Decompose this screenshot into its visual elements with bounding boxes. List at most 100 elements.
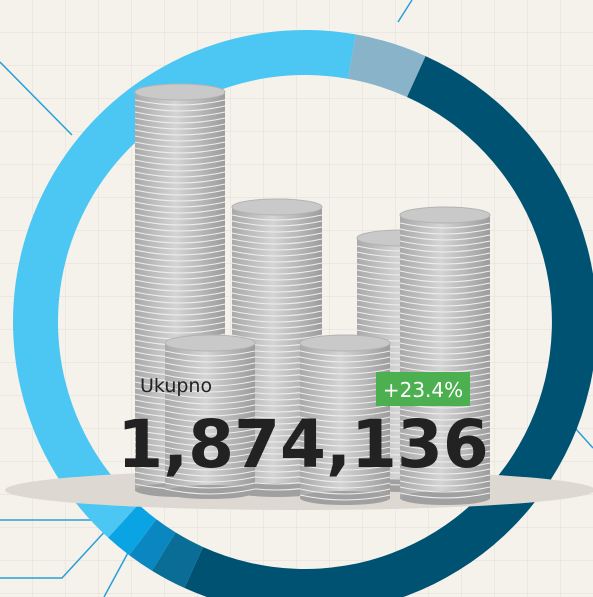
coin-edge <box>134 219 226 226</box>
coin-edge <box>299 416 391 423</box>
donut-segment <box>129 519 176 571</box>
coin-edge <box>399 264 491 271</box>
coin-edge <box>134 159 226 166</box>
coin-edge <box>164 482 256 489</box>
coin-edge <box>134 141 226 148</box>
coin-edge <box>399 474 491 481</box>
coin-edge <box>399 486 491 493</box>
coin-edge <box>399 282 491 289</box>
coin-edge <box>134 309 226 316</box>
coin-edge <box>399 306 491 313</box>
coin-edge <box>164 440 256 447</box>
change-badge <box>376 372 470 406</box>
coin-edge <box>399 492 491 499</box>
coin-edge <box>299 422 391 429</box>
coin-edge <box>134 189 226 196</box>
coin-edge <box>164 416 256 423</box>
coin-edge <box>399 228 491 235</box>
coin-edge <box>231 220 323 227</box>
coin-edge <box>299 446 391 453</box>
coin-edge <box>164 470 256 477</box>
coin-edge <box>231 316 323 323</box>
coin-top <box>231 198 323 216</box>
coin-edge <box>164 434 256 441</box>
coin-edge <box>134 135 226 142</box>
coin-edge <box>134 183 226 190</box>
coin-edge <box>299 350 391 357</box>
coin-edge <box>399 432 491 439</box>
coin-edge <box>231 322 323 329</box>
coin-edge <box>164 458 256 465</box>
coin-edge <box>164 356 256 363</box>
coin-edge <box>134 99 226 106</box>
coin-edge <box>134 117 226 124</box>
coin-edge <box>164 398 256 405</box>
coin-edge <box>399 360 491 367</box>
coin-edge <box>399 318 491 325</box>
coin-edge <box>134 255 226 262</box>
coin-edge <box>299 464 391 471</box>
coin-edge <box>399 294 491 301</box>
coin-edge <box>134 147 226 154</box>
coin-edge <box>134 111 226 118</box>
coin-edge <box>164 368 256 375</box>
coin-edge <box>399 300 491 307</box>
coin-edge <box>399 270 491 277</box>
coin-edge <box>231 310 323 317</box>
coin-edge <box>399 342 491 349</box>
coin-edge <box>231 280 323 287</box>
coin-stack <box>164 334 256 499</box>
coin-edge <box>164 422 256 429</box>
coin-edge <box>164 380 256 387</box>
coin-edge <box>299 470 391 477</box>
coin-edge <box>231 256 323 263</box>
coin-edge <box>134 261 226 268</box>
coin-edge <box>399 276 491 283</box>
coin-edge <box>399 234 491 241</box>
coin-edge <box>134 273 226 280</box>
coin-bottom <box>300 491 390 505</box>
coin-edge <box>134 153 226 160</box>
coin-edge <box>134 201 226 208</box>
coin-edge <box>231 292 323 299</box>
coin-edge <box>164 476 256 483</box>
coin-edge <box>299 452 391 459</box>
coin-edge <box>134 225 226 232</box>
coin-edge <box>134 165 226 172</box>
coin-edge <box>231 286 323 293</box>
coin-stack <box>399 206 491 505</box>
coin-edge <box>399 414 491 421</box>
coin-top <box>134 83 226 101</box>
coin-edge <box>399 444 491 451</box>
change-value: +23.4% <box>383 378 463 402</box>
coin-edge <box>231 238 323 245</box>
coin-edge <box>399 258 491 265</box>
coin-top <box>299 334 391 352</box>
coin-bottom <box>165 485 255 499</box>
coins <box>134 83 491 505</box>
coin-edge <box>299 356 391 363</box>
coin-edge <box>134 123 226 130</box>
coin-edge <box>399 450 491 457</box>
coin-edge <box>231 274 323 281</box>
coin-edge <box>399 426 491 433</box>
coin-edge <box>134 105 226 112</box>
coin-edge <box>134 279 226 286</box>
donut-segment <box>347 34 426 98</box>
coin-edge <box>164 386 256 393</box>
coin-edge <box>134 321 226 328</box>
coin-edge <box>399 336 491 343</box>
coin-edge <box>134 171 226 178</box>
coin-top <box>164 334 256 352</box>
donut-segment <box>108 504 157 556</box>
coin-edge <box>134 303 226 310</box>
coin-edge <box>231 250 323 257</box>
coin-edge <box>399 252 491 259</box>
coin-edge <box>164 350 256 357</box>
coin-edge <box>399 408 491 415</box>
coin-edge <box>299 440 391 447</box>
coin-edge <box>134 315 226 322</box>
coin-edge <box>134 297 226 304</box>
coin-edge <box>299 476 391 483</box>
